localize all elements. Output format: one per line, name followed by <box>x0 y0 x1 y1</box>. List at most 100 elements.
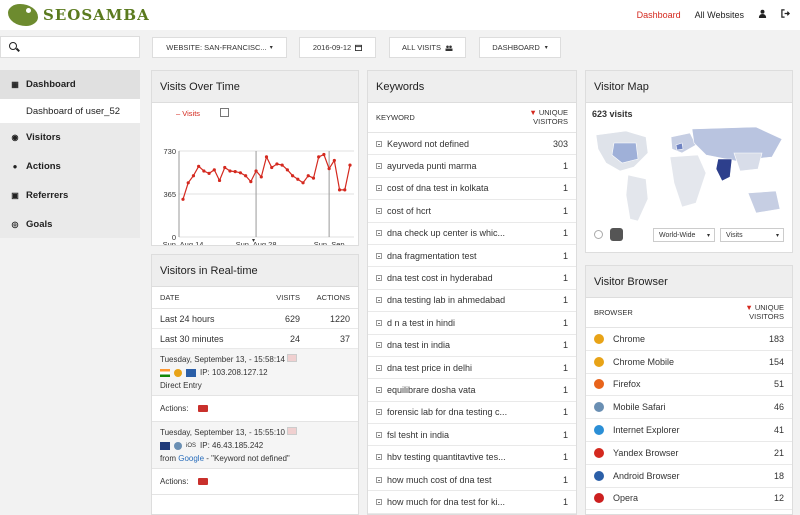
col-unique-visitors[interactable]: ▼ UNIQUE VISITORS <box>529 109 568 126</box>
data-point[interactable] <box>280 163 284 167</box>
expand-row-icon[interactable] <box>376 342 382 349</box>
data-point[interactable] <box>217 178 222 183</box>
data-point[interactable] <box>212 168 216 172</box>
keyword-label[interactable]: dna fragmentation test <box>387 250 477 261</box>
data-point[interactable] <box>275 162 279 166</box>
data-point[interactable] <box>228 169 232 173</box>
expand-row-icon[interactable] <box>376 140 382 147</box>
table-row[interactable]: Chrome 183 <box>586 328 792 351</box>
table-row[interactable]: Yandex Browser 21 <box>586 442 792 465</box>
table-row[interactable]: fsl tesht in india 1 <box>368 424 576 447</box>
keyword-label[interactable]: cost of dna test in kolkata <box>387 183 489 194</box>
table-row[interactable]: cost of dna test in kolkata 1 <box>368 178 576 201</box>
expand-chart-icon[interactable]: ▾ <box>252 238 256 244</box>
data-point[interactable] <box>259 175 263 179</box>
table-row[interactable]: dna testing lab in ahmedabad 1 <box>368 290 576 313</box>
sidebar-item-actions[interactable]: ● Actions <box>0 152 140 181</box>
expand-row-icon[interactable] <box>376 498 382 505</box>
table-row[interactable]: hbv testing quantitavtive tes... 1 <box>368 446 576 469</box>
map-south-america[interactable] <box>625 174 649 222</box>
expand-row-icon[interactable] <box>376 364 382 371</box>
table-row[interactable]: equilibrare dosha vata 1 <box>368 379 576 402</box>
data-point[interactable] <box>296 177 300 181</box>
data-point[interactable] <box>238 171 243 175</box>
table-row[interactable]: dna check up center is whic... 1 <box>368 223 576 245</box>
map-usa[interactable] <box>611 142 639 164</box>
expand-row-icon[interactable] <box>376 252 382 259</box>
data-point[interactable] <box>181 197 185 201</box>
chart-legend[interactable]: – Visits <box>176 109 200 118</box>
expand-row-icon[interactable] <box>376 319 382 326</box>
expand-row-icon[interactable] <box>376 431 382 438</box>
expand-row-icon[interactable] <box>376 185 382 192</box>
keyword-label[interactable]: how much cost of dna test <box>387 474 492 485</box>
search-input[interactable] <box>0 36 140 58</box>
data-point[interactable] <box>311 176 316 180</box>
data-point[interactable] <box>306 174 310 178</box>
sidebar-item-visitors[interactable]: ◉ Visitors <box>0 123 140 152</box>
data-point[interactable] <box>301 181 305 185</box>
user-icon[interactable] <box>758 9 767 20</box>
sidebar-item-dashboard[interactable]: ▦ Dashboard <box>0 70 140 99</box>
nav-dashboard-link[interactable]: Dashboard <box>636 9 681 20</box>
expand-row-icon[interactable] <box>376 163 382 170</box>
region-select[interactable]: World-Wide ▾ <box>653 228 715 242</box>
data-point[interactable] <box>264 155 269 159</box>
world-map[interactable] <box>586 123 792 233</box>
keyword-label[interactable]: forensic lab for dna testing c... <box>387 407 508 418</box>
keyword-label[interactable]: hbv testing quantitavtive tes... <box>387 452 506 463</box>
data-point[interactable] <box>233 170 237 174</box>
data-point[interactable] <box>290 174 295 178</box>
table-row[interactable]: Keyword not defined 303 <box>368 133 576 156</box>
source-link[interactable]: Google <box>178 454 205 463</box>
visitor-profile-icon[interactable] <box>287 354 298 362</box>
keyword-label[interactable]: cost of hcrt <box>387 205 432 216</box>
data-point[interactable] <box>348 163 352 167</box>
keyword-label[interactable]: how much for dna test for ki... <box>387 496 506 507</box>
data-point[interactable] <box>202 169 206 173</box>
data-point[interactable] <box>332 158 336 163</box>
col-browser[interactable]: BROWSER <box>594 308 633 317</box>
visitor-profile-icon[interactable] <box>287 427 298 435</box>
expand-row-icon[interactable] <box>376 386 382 393</box>
website-selector[interactable]: WEBSITE: SAN-FRANCISC... ▾ <box>152 37 287 58</box>
folder-icon[interactable] <box>198 405 209 412</box>
keyword-label[interactable]: fsl tesht in india <box>387 429 450 440</box>
table-row[interactable]: how much cost of dna test 1 <box>368 469 576 492</box>
data-point[interactable] <box>343 188 347 192</box>
sidebar-item-goals[interactable]: ◎ Goals <box>0 210 140 239</box>
logout-icon[interactable] <box>781 9 790 20</box>
table-row[interactable]: Chrome Mobile 154 <box>586 351 792 374</box>
table-row[interactable]: dna test cost in hyderabad 1 <box>368 267 576 290</box>
table-row[interactable]: dna fragmentation test 1 <box>368 245 576 268</box>
data-point[interactable] <box>327 167 331 171</box>
table-row[interactable]: Mobile Safari 46 <box>586 396 792 420</box>
table-row[interactable]: dna test in india 1 <box>368 335 576 357</box>
keyword-label[interactable]: dna test in india <box>387 340 451 351</box>
keyword-label[interactable]: dna check up center is whic... <box>387 228 506 239</box>
metric-select[interactable]: Visits ▾ <box>720 228 784 242</box>
map-india[interactable] <box>715 158 733 182</box>
table-row[interactable]: Firefox 51 <box>586 374 792 397</box>
data-point[interactable] <box>197 164 201 168</box>
segment-selector[interactable]: ALL VISITS <box>389 37 466 58</box>
data-point[interactable] <box>317 155 321 159</box>
map-australia[interactable] <box>747 190 781 214</box>
table-row[interactable]: Internet Explorer 41 <box>586 419 792 442</box>
expand-row-icon[interactable] <box>376 454 382 461</box>
table-row[interactable]: Opera 12 <box>586 488 792 511</box>
table-row[interactable]: Android Browser 18 <box>586 465 792 488</box>
expand-row-icon[interactable] <box>376 409 382 416</box>
keyword-label[interactable]: dna test cost in hyderabad <box>387 273 493 284</box>
data-point[interactable] <box>285 168 289 172</box>
dashboard-selector[interactable]: DASHBOARD ▾ <box>479 37 561 58</box>
data-point[interactable] <box>337 188 342 192</box>
keyword-label[interactable]: ayurveda punti marma <box>387 161 477 172</box>
data-point[interactable] <box>186 181 190 185</box>
table-row[interactable]: ayurveda punti marma 1 <box>368 155 576 178</box>
data-point[interactable] <box>249 180 253 184</box>
keyword-label[interactable]: dna testing lab in ahmedabad <box>387 295 506 306</box>
zoom-out-icon[interactable] <box>594 230 603 239</box>
data-point[interactable] <box>254 169 258 173</box>
data-point[interactable] <box>223 165 227 170</box>
